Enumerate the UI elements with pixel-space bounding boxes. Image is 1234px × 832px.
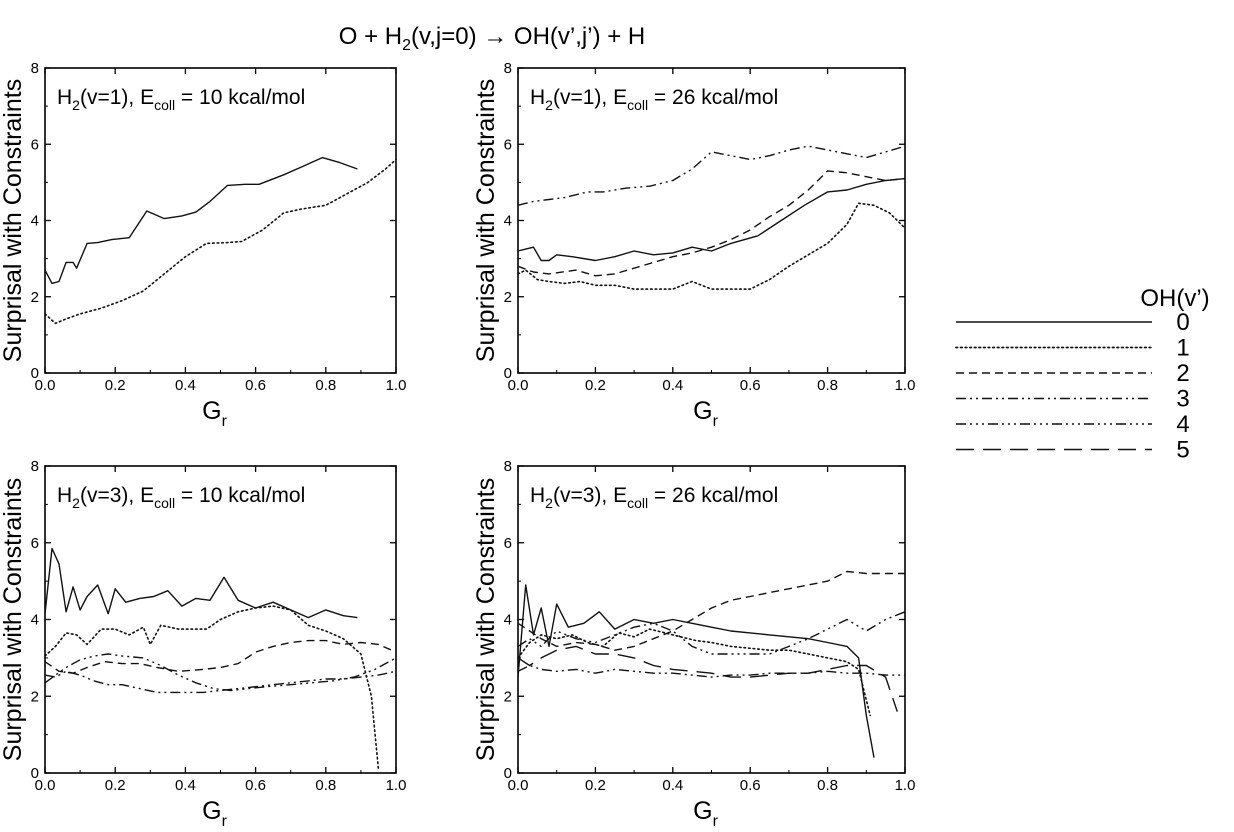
x-tick-label: 1.0 bbox=[386, 377, 407, 394]
x-tick-label: 0.2 bbox=[585, 377, 606, 394]
x-tick-label: 0.2 bbox=[585, 777, 606, 794]
x-tick-label: 0.6 bbox=[740, 377, 761, 394]
series-line-0 bbox=[45, 549, 357, 618]
x-tick-label: 0.4 bbox=[662, 777, 683, 794]
x-axis-label: Gr bbox=[202, 797, 227, 830]
y-tick-label: 6 bbox=[504, 535, 512, 552]
x-tick-label: 0.8 bbox=[315, 377, 336, 394]
x-tick-label: 0.4 bbox=[175, 777, 196, 794]
x-axis-label: Gr bbox=[202, 397, 227, 430]
y-tick-label: 0 bbox=[31, 365, 39, 382]
y-tick-label: 2 bbox=[31, 289, 39, 306]
y-tick-label: 4 bbox=[504, 612, 512, 629]
series-line-0 bbox=[45, 158, 357, 284]
y-axis-label: Surprisal with Constraints bbox=[0, 79, 27, 362]
legend-label: 2 bbox=[1176, 360, 1189, 387]
y-tick-label: 0 bbox=[504, 765, 512, 782]
y-tick-label: 8 bbox=[504, 60, 512, 77]
legend-label: 1 bbox=[1176, 335, 1189, 362]
series-line-4 bbox=[45, 654, 396, 691]
x-tick-label: 0.4 bbox=[662, 377, 683, 394]
y-tick-label: 0 bbox=[504, 365, 512, 382]
y-tick-label: 4 bbox=[31, 612, 39, 629]
panel-title: H2(v=3), Ecoll = 10 kcal/mol bbox=[57, 484, 305, 511]
y-tick-label: 8 bbox=[504, 458, 512, 475]
y-tick-label: 4 bbox=[504, 213, 512, 230]
x-tick-label: 0.2 bbox=[105, 377, 126, 394]
x-axis-label: Gr bbox=[693, 397, 718, 430]
y-tick-label: 4 bbox=[31, 213, 39, 230]
series-line-1 bbox=[518, 629, 870, 715]
figure-title: O + H2(v,j=0) → OH(v’,j’) + H bbox=[339, 23, 646, 54]
series-line-0 bbox=[518, 179, 905, 261]
plot-frame bbox=[518, 68, 905, 373]
series-line-1 bbox=[518, 203, 905, 289]
x-tick-label: 0.8 bbox=[315, 777, 336, 794]
y-tick-label: 6 bbox=[31, 535, 39, 552]
series-line-3 bbox=[518, 146, 905, 205]
legend-label: 0 bbox=[1176, 309, 1189, 336]
series-line-3 bbox=[45, 671, 396, 692]
y-tick-label: 2 bbox=[31, 688, 39, 705]
y-tick-label: 8 bbox=[31, 458, 39, 475]
series-line-3 bbox=[518, 666, 905, 678]
x-tick-label: 0.2 bbox=[105, 777, 126, 794]
series-line-1 bbox=[45, 160, 396, 324]
x-tick-label: 1.0 bbox=[895, 777, 916, 794]
series-line-2 bbox=[45, 641, 396, 674]
panel-title: H2(v=1), Ecoll = 26 kcal/mol bbox=[530, 86, 778, 113]
y-tick-label: 2 bbox=[504, 688, 512, 705]
legend-label: 3 bbox=[1176, 386, 1189, 413]
x-tick-label: 0.6 bbox=[245, 377, 266, 394]
plot-frame bbox=[45, 68, 396, 373]
y-tick-label: 6 bbox=[504, 136, 512, 153]
legend-title: OH(v’) bbox=[1140, 285, 1209, 312]
x-tick-label: 0.4 bbox=[175, 377, 196, 394]
x-tick-label: 1.0 bbox=[895, 377, 916, 394]
y-axis-label: Surprisal with Constraints bbox=[472, 478, 500, 761]
y-tick-label: 6 bbox=[31, 136, 39, 153]
x-tick-label: 0.8 bbox=[817, 377, 838, 394]
legend-label: 5 bbox=[1176, 437, 1189, 464]
y-axis-label: Surprisal with Constraints bbox=[472, 79, 500, 362]
series-line-4 bbox=[518, 612, 905, 654]
x-axis-label: Gr bbox=[693, 797, 718, 830]
x-tick-label: 0.8 bbox=[817, 777, 838, 794]
y-tick-label: 0 bbox=[31, 765, 39, 782]
x-tick-label: 0.6 bbox=[245, 777, 266, 794]
y-axis-label: Surprisal with Constraints bbox=[0, 478, 27, 761]
series-line-5 bbox=[518, 646, 897, 711]
x-tick-label: 0.6 bbox=[740, 777, 761, 794]
y-tick-label: 2 bbox=[504, 289, 512, 306]
panel-title: H2(v=3), Ecoll = 26 kcal/mol bbox=[530, 484, 778, 511]
y-tick-label: 8 bbox=[31, 60, 39, 77]
panel-title: H2(v=1), Ecoll = 10 kcal/mol bbox=[57, 86, 305, 113]
legend-label: 4 bbox=[1176, 411, 1189, 438]
x-tick-label: 1.0 bbox=[386, 777, 407, 794]
